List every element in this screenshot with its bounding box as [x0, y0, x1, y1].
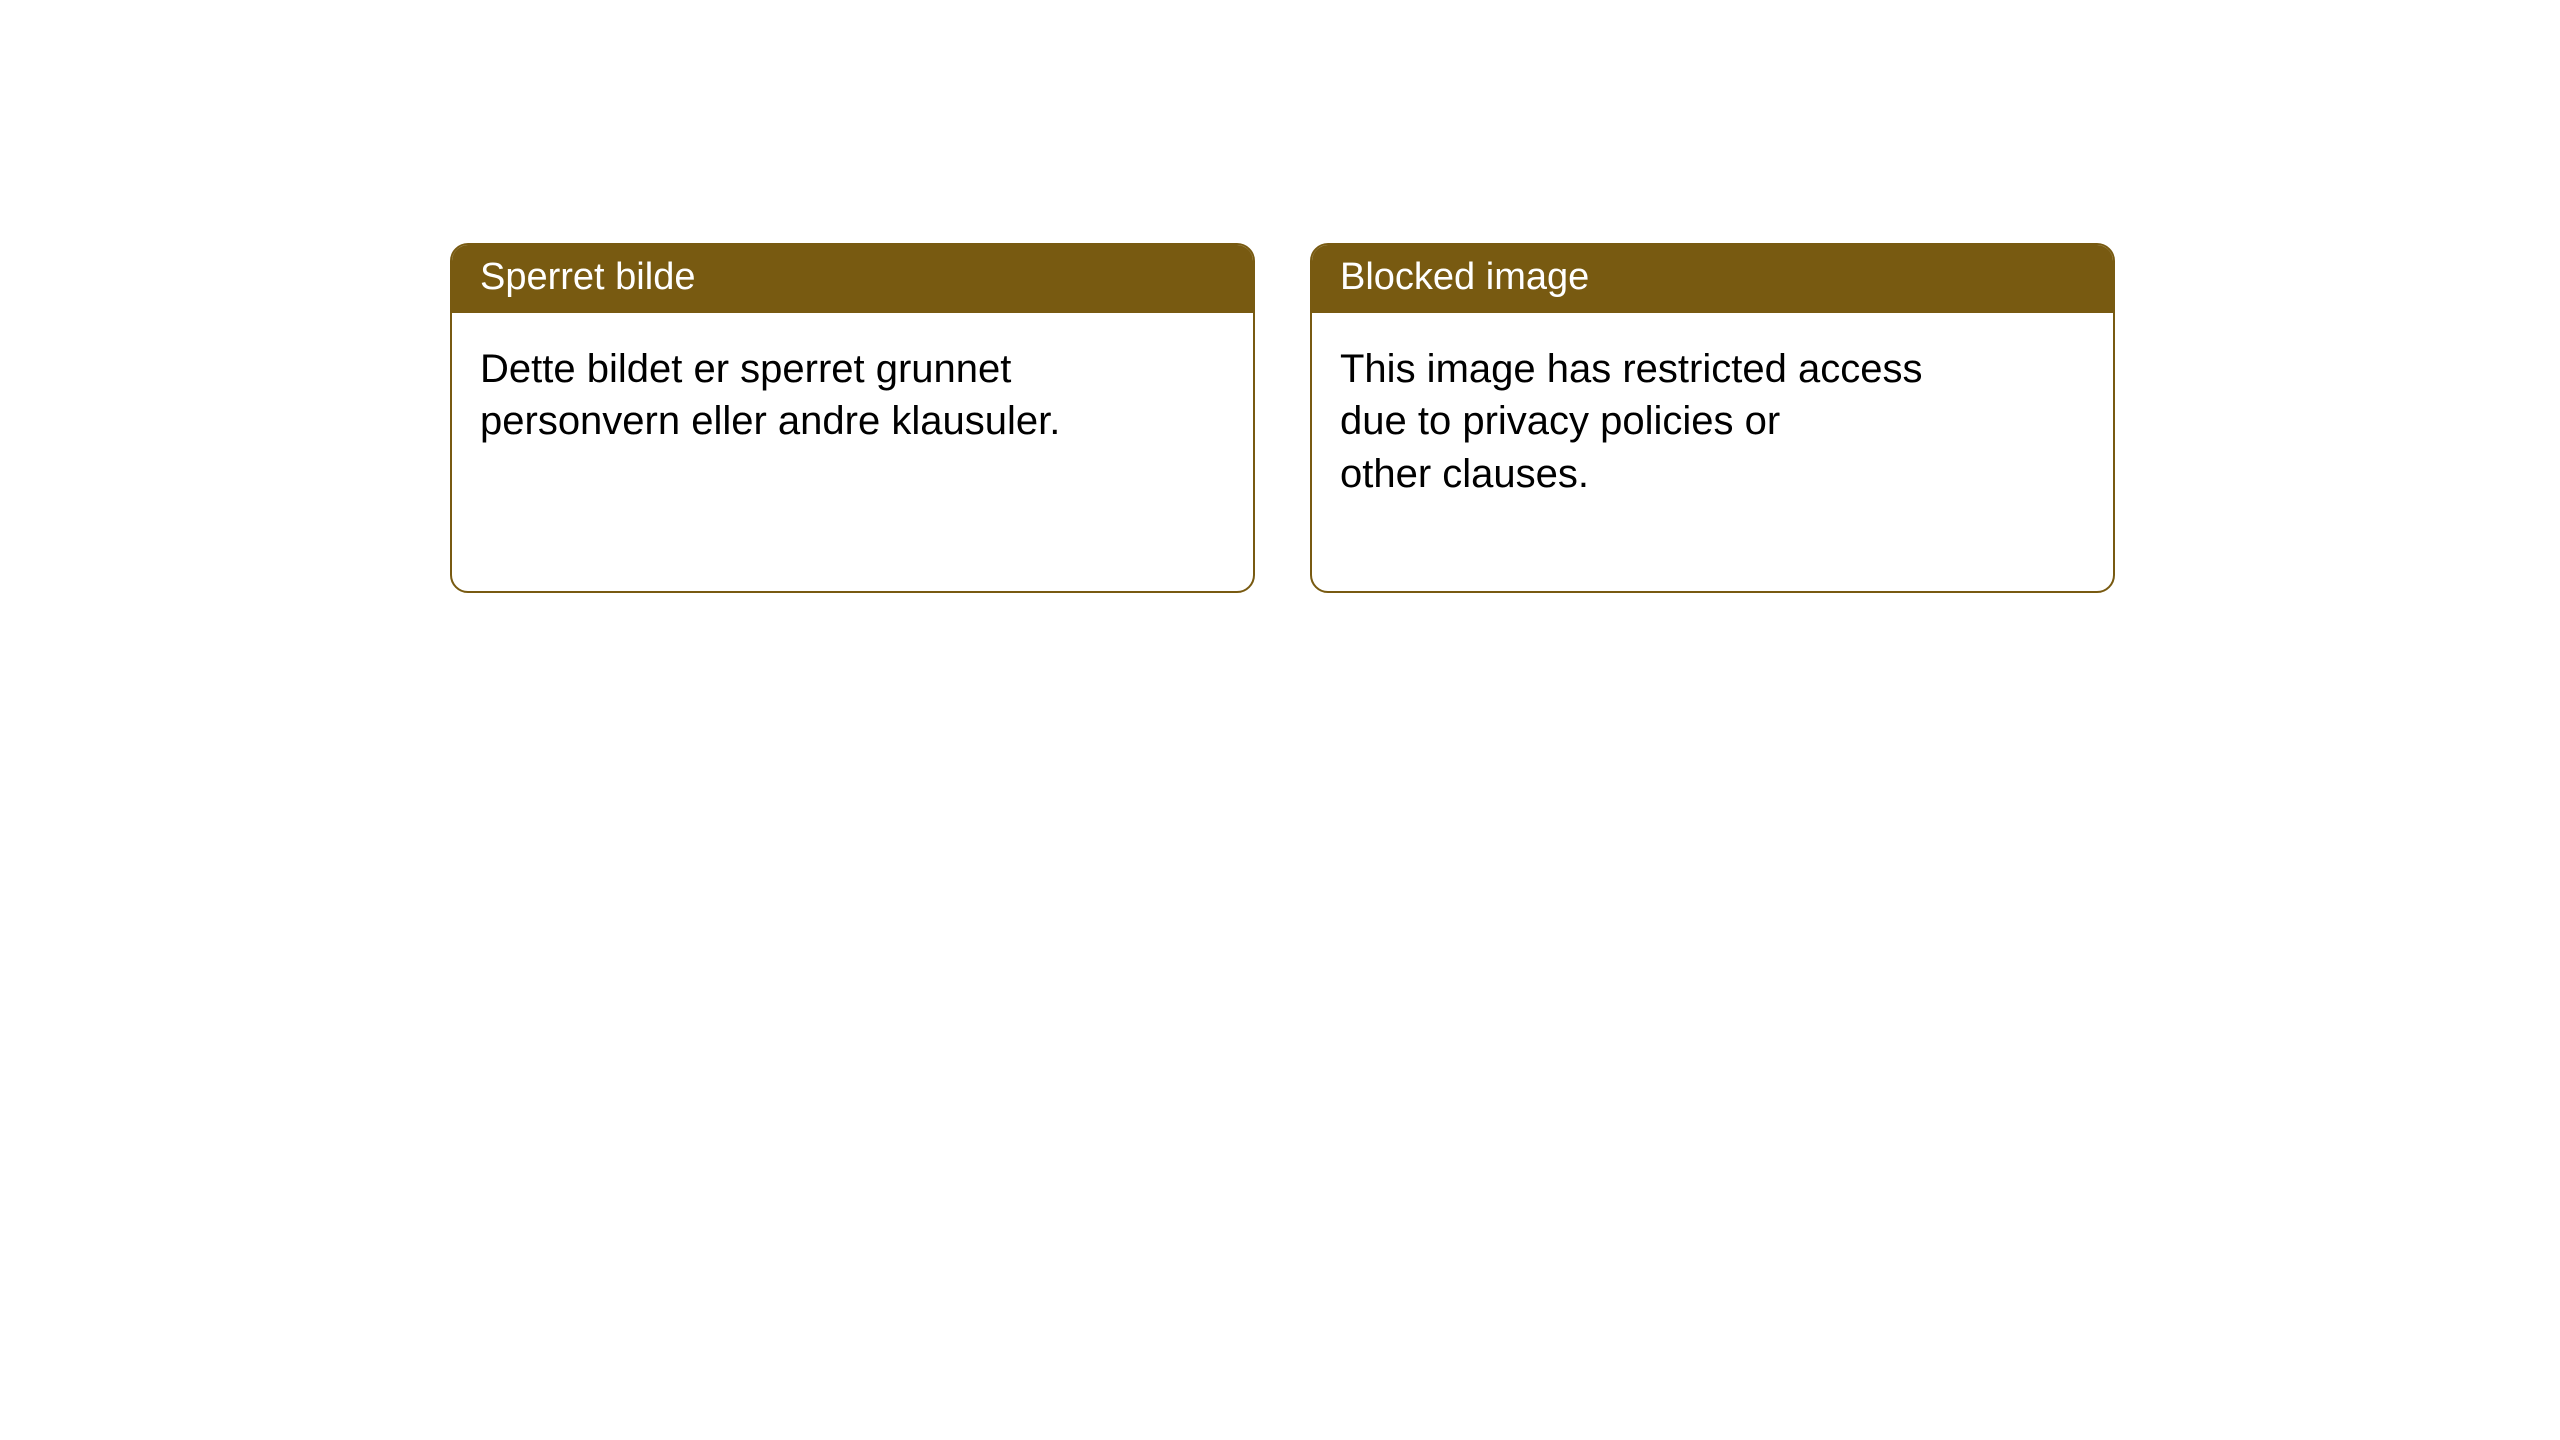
- blocked-image-card-no: Sperret bilde Dette bildet er sperret gr…: [450, 243, 1255, 593]
- card-body-text-en: This image has restricted access due to …: [1340, 347, 1922, 497]
- card-header-no: Sperret bilde: [452, 245, 1253, 313]
- card-body-no: Dette bildet er sperret grunnet personve…: [452, 313, 1188, 539]
- card-header-en: Blocked image: [1312, 245, 2113, 313]
- notice-cards-container: Sperret bilde Dette bildet er sperret gr…: [450, 243, 2115, 593]
- card-body-text-no: Dette bildet er sperret grunnet personve…: [480, 347, 1060, 444]
- card-body-en: This image has restricted access due to …: [1312, 313, 2008, 591]
- card-title-en: Blocked image: [1340, 256, 1589, 298]
- blocked-image-card-en: Blocked image This image has restricted …: [1310, 243, 2115, 593]
- card-title-no: Sperret bilde: [480, 256, 695, 298]
